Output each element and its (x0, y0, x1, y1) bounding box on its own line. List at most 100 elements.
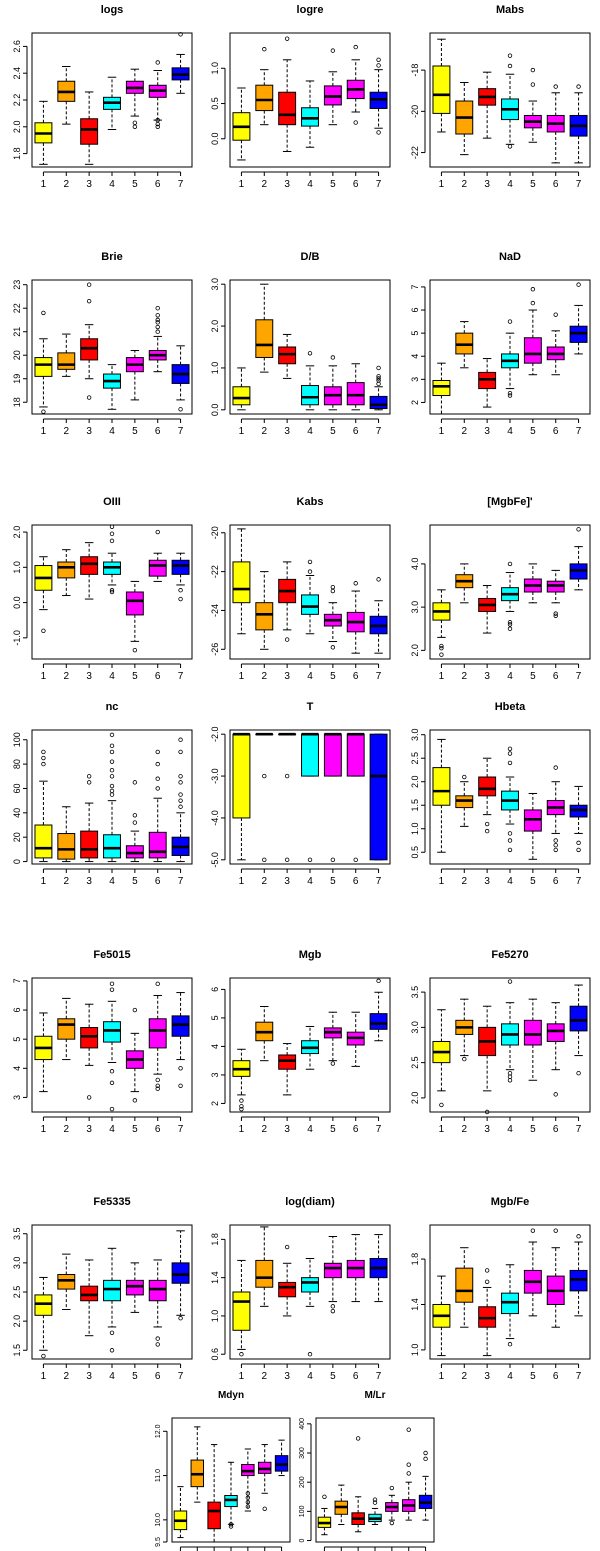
y-tick-label: 0.0 (210, 133, 220, 146)
y-tick-label: 6 (210, 987, 220, 992)
x-tick-label: 4 (507, 671, 513, 682)
iqr-box (57, 1018, 76, 1040)
x-tick-label: 6 (553, 426, 559, 437)
outlier-point (155, 60, 160, 65)
box-2 (455, 321, 474, 369)
x-tick-label: 3 (284, 1124, 290, 1135)
x-tick-label: 5 (330, 179, 336, 190)
iqr-box (255, 319, 274, 358)
outlier-point (553, 842, 558, 848)
plot-frame (31, 32, 193, 168)
box-2 (255, 1006, 274, 1062)
y-tick-label: -26 (210, 643, 220, 656)
box-5 (125, 1007, 144, 1103)
y-tick-label: -20 (210, 526, 220, 539)
x-tick-label: 4 (507, 1124, 513, 1135)
outlier-point (507, 831, 513, 836)
plot-frame (31, 977, 193, 1113)
x-tick-label: 6 (155, 426, 161, 437)
outlier-point (423, 1456, 428, 1462)
outlier-point (484, 1279, 490, 1284)
outlier-point (132, 1098, 138, 1103)
y-tick-label: 2.2 (12, 94, 22, 107)
y-tick-label: 1.0 (12, 561, 22, 574)
iqr-box (103, 834, 121, 859)
plot-frame (429, 32, 591, 168)
panel-1: logre 0.0 0.5 1.0 1 2 3 4 5 6 7 (210, 4, 391, 190)
x-tick-label: 6 (553, 1124, 559, 1135)
x-tick-label: 1 (41, 1124, 47, 1135)
x-tick-label: 4 (109, 876, 115, 887)
outlier-point (507, 760, 513, 766)
y-tick-label: 2.5 (410, 752, 420, 765)
box-5 (523, 792, 542, 860)
y-tick-label: 2.0 (12, 121, 22, 134)
x-tick-label: 7 (576, 671, 582, 682)
box-2 (57, 66, 76, 125)
box-1 (173, 1486, 188, 1539)
outlier-point (109, 1330, 115, 1335)
outlier-point (353, 44, 358, 50)
box-1 (432, 589, 451, 657)
plot-frame (31, 279, 193, 415)
outlier-point (576, 282, 581, 287)
x-tick-label: 7 (576, 1124, 582, 1135)
chart-title: Fe5335 (93, 1196, 130, 1208)
outlier-point (530, 287, 536, 292)
outlier-point (330, 1061, 336, 1066)
outlier-point (353, 857, 358, 863)
box-7 (569, 984, 588, 1076)
box-3 (278, 1244, 297, 1317)
y-tick-label: 2.5 (12, 1286, 22, 1299)
x-tick-label: 3 (284, 876, 290, 887)
x-tick-label: 3 (484, 179, 490, 190)
x-tick-label: 4 (507, 1371, 513, 1382)
outlier-point (553, 84, 558, 89)
outlier-point (178, 749, 183, 755)
box-6 (546, 1228, 565, 1328)
box-3 (278, 732, 297, 863)
x-tick-label: 1 (239, 1124, 245, 1135)
x-tick-label: 5 (330, 876, 336, 887)
chart-title: M/Lr (364, 1390, 385, 1401)
box-3 (278, 1043, 297, 1096)
outlier-point (41, 1353, 46, 1359)
box-6 (148, 529, 167, 582)
y-tick-label: -24 (210, 604, 220, 617)
box-1 (232, 367, 251, 411)
panel-16: log(diam) 0.6 1.0 1.4 1.8 1 2 3 4 5 6 7 (210, 1196, 391, 1382)
y-tick-label: 11.0 (155, 1469, 162, 1482)
box-5 (323, 584, 342, 650)
x-tick-label: 2 (64, 1124, 70, 1135)
y-tick-label: 3.0 (410, 1021, 420, 1034)
plot-frame (229, 32, 391, 168)
panel-17: Mgb/Fe 1.0 1.4 1.8 1 2 3 4 5 6 7 (410, 1196, 591, 1382)
box-3 (278, 333, 297, 379)
outlier-point (86, 1095, 92, 1100)
y-tick-label: -3.0 (210, 768, 220, 784)
box-4 (501, 561, 519, 631)
outlier-point (155, 306, 160, 311)
iqr-box (432, 767, 451, 806)
outlier-point (109, 1106, 115, 1112)
box-3 (80, 282, 99, 400)
iqr-box (255, 1259, 274, 1288)
box-6 (148, 60, 167, 129)
outlier-point (553, 1228, 558, 1233)
outlier-point (86, 298, 92, 304)
box-2 (255, 47, 274, 126)
panel-14: Fe5270 2.0 2.5 3.0 3.5 1 2 3 4 5 6 7 (410, 949, 591, 1135)
x-tick-label: 6 (353, 1124, 359, 1135)
x-tick-label: 5 (330, 1371, 336, 1382)
box-1 (232, 528, 251, 635)
iqr-box (278, 1281, 297, 1298)
outlier-point (41, 755, 46, 761)
iqr-box (455, 1267, 474, 1303)
outlier-point (228, 1524, 234, 1529)
x-tick-label: 1 (239, 1371, 245, 1382)
iqr-box (171, 1262, 190, 1284)
x-tick-label: 4 (307, 876, 313, 887)
box-2 (57, 1253, 76, 1310)
outlier-point (330, 857, 336, 863)
